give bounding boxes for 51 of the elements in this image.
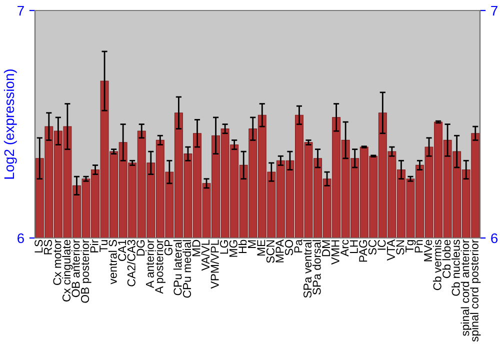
x-tick-label: Tg: [406, 240, 416, 252]
x-tick-label: Cb vermis: [432, 240, 442, 290]
x-tick-label: A posterior: [154, 240, 166, 294]
x-tick-label: MD: [192, 240, 200, 256]
x-tick-label: SC: [368, 240, 376, 255]
x-tick-label: ventral S: [108, 240, 117, 284]
x-tick-label: spinal cord anterior: [460, 240, 472, 336]
x-tick-label: Cb lobe: [442, 240, 451, 278]
x-tick-label: CPu medial: [182, 240, 192, 298]
x-tick-label: IC: [378, 240, 386, 250]
x-tick-label: DG: [136, 240, 145, 256]
x-tick-label: RS: [44, 240, 52, 254]
x-tick-label: spinal cord posterior: [470, 240, 481, 342]
x-tick-label: Cx motor: [53, 240, 62, 286]
x-tick-label: OB anterior: [71, 240, 80, 298]
x-tick-label: LG: [220, 240, 228, 254]
x-tick-label: MVe: [424, 240, 432, 262]
x-tick-label: LS: [34, 240, 43, 252]
x-tick-label: Pn: [414, 240, 423, 252]
y2-tick-label: 6: [491, 233, 498, 244]
x-tick-label: VTA: [387, 239, 395, 261]
x-tick-label: Hb: [238, 240, 247, 254]
x-tick-label: GP: [164, 240, 172, 256]
x-tick-label: Pa: [294, 239, 302, 252]
x-tick-label: LH: [350, 240, 358, 254]
x-tick-label: VA/VL: [201, 240, 210, 271]
x-tick-label: CA2/CA3: [127, 240, 136, 286]
x-tick-label: CPu lateral: [173, 240, 182, 296]
x-tick-label: SN: [396, 240, 404, 255]
x-tick-label: ME: [257, 240, 266, 256]
x-tick-label: CA1: [118, 240, 126, 261]
x-tick-label: VMH: [331, 240, 340, 265]
x-tick-label: SPa dorsal: [312, 240, 321, 295]
x-tick-label: SO: [284, 240, 294, 256]
x-tick-label: OB posterior: [80, 240, 92, 303]
x-tick-label: SCN: [266, 240, 274, 263]
y-axis-title: Log2 (expression): [4, 70, 17, 179]
x-tick-label: SPa ventral: [303, 240, 312, 298]
x-tick-label: Cb nucleus: [452, 240, 460, 296]
x-tick-label: A anterior: [146, 240, 154, 288]
x-tick-label: VPM/VPL: [210, 240, 219, 289]
x-tick-label: Arc: [340, 240, 349, 256]
x-tick-label: MG: [229, 240, 238, 257]
x-tick-label: PAG: [359, 240, 368, 262]
x-tick-label: MPA: [276, 239, 284, 262]
x-tick-label: Pir: [90, 240, 98, 252]
x-tick-label: M: [248, 240, 256, 248]
x-tick-label: Cx cingulate: [62, 240, 73, 302]
y2-tick-label: 7: [491, 6, 498, 16]
x-tick-label: DM: [322, 240, 330, 256]
x-tick-label: Tu: [100, 240, 108, 252]
